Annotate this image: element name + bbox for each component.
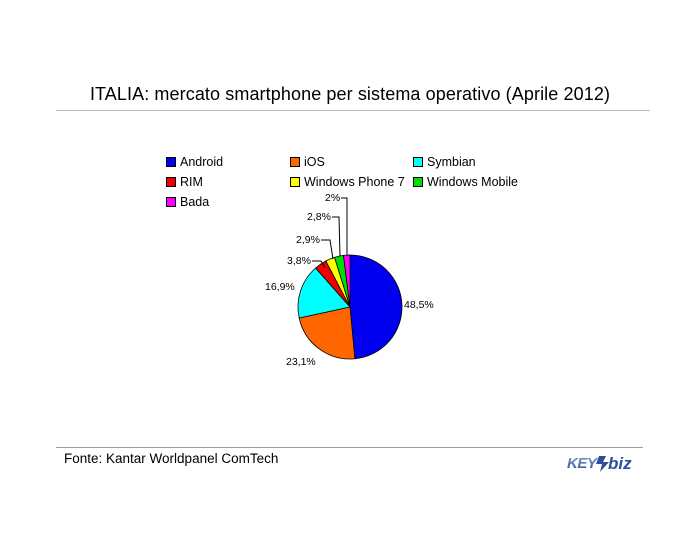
legend-swatch-bada bbox=[166, 197, 176, 207]
key4biz-logo: KEY biz bbox=[567, 454, 632, 473]
chart-title: ITALIA: mercato smartphone per sistema o… bbox=[89, 84, 611, 104]
data-label-windows-mobile: 2,8% bbox=[307, 211, 331, 223]
pie-slice-android bbox=[349, 254, 403, 360]
leader-line-windows-mobile bbox=[332, 216, 341, 257]
footer-divider bbox=[56, 447, 643, 448]
legend-swatch-rim bbox=[166, 177, 176, 187]
data-label-windows-phone-7: 2,9% bbox=[296, 234, 320, 246]
pie-slice-ios bbox=[298, 306, 356, 360]
legend-item-symbian: Symbian bbox=[413, 155, 476, 169]
data-label-rim: 3,8% bbox=[287, 255, 311, 267]
leader-line-rim bbox=[312, 260, 326, 269]
legend-swatch-ios bbox=[290, 157, 300, 167]
legend-item-android: Android bbox=[166, 155, 223, 169]
legend-label-rim: RIM bbox=[180, 175, 203, 189]
legend-swatch-symbian bbox=[413, 157, 423, 167]
svg-text:biz: biz bbox=[608, 454, 632, 473]
pie-slice-bada bbox=[343, 254, 351, 308]
legend-item-rim: RIM bbox=[166, 175, 203, 189]
leader-line-windows-phone-7 bbox=[321, 239, 334, 260]
legend-item-windows-phone-7: Windows Phone 7 bbox=[290, 175, 405, 189]
legend-swatch-windows-phone-7 bbox=[290, 177, 300, 187]
svg-text:KEY: KEY bbox=[567, 455, 599, 472]
legend-label-android: Android bbox=[180, 155, 224, 169]
legend-label-windows-mobile: Windows Mobile bbox=[427, 175, 519, 189]
legend-swatch-android bbox=[166, 157, 176, 167]
legend-item-ios: iOS bbox=[290, 155, 325, 169]
pie-slice-symbian bbox=[297, 267, 351, 319]
legend-label-bada: Bada bbox=[180, 195, 210, 209]
legend-item-bada: Bada bbox=[166, 195, 209, 209]
legend-label-windows-phone-7: Windows Phone 7 bbox=[304, 175, 405, 189]
legend-label-symbian: Symbian bbox=[427, 155, 476, 169]
source-note: Fonte: Kantar Worldpanel ComTech bbox=[64, 451, 279, 466]
data-label-android: 48,5% bbox=[404, 299, 434, 311]
legend-swatch-windows-mobile bbox=[413, 177, 423, 187]
data-label-symbian: 16,9% bbox=[265, 281, 295, 293]
leader-line-bada bbox=[341, 197, 348, 255]
data-label-ios: 23,1% bbox=[286, 356, 316, 368]
title-divider bbox=[56, 110, 650, 111]
legend-item-windows-mobile: Windows Mobile bbox=[413, 175, 518, 189]
legend-label-ios: iOS bbox=[304, 155, 325, 169]
data-label-bada: 2% bbox=[325, 192, 340, 204]
